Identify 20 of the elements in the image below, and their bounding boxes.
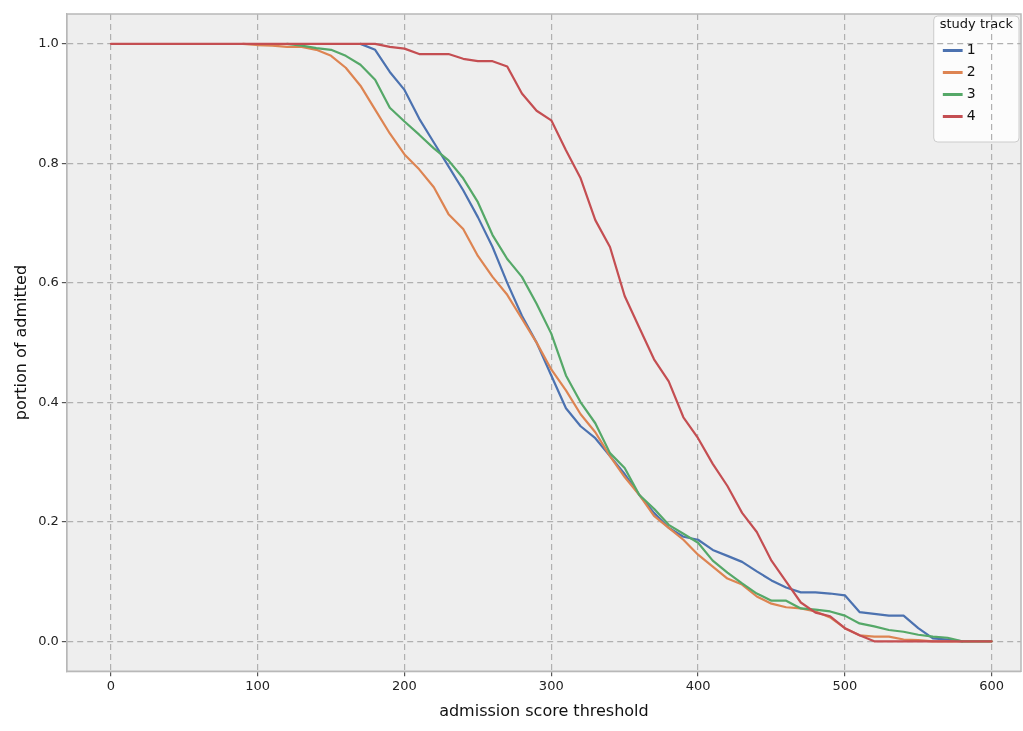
x-tick-label: 400 [685,678,711,694]
y-tick-label: 0.2 [38,513,59,529]
y-tick-label: 0.0 [38,632,59,648]
x-tick-label: 600 [979,678,1005,694]
x-tick-label: 200 [392,678,417,694]
y-tick-label: 1.0 [38,35,59,51]
x-tick-label: 300 [538,678,564,694]
legend-label: 2 [966,63,976,80]
y-tick-label: 0.8 [38,154,59,170]
legend-title: study track [939,15,1014,31]
x-axis-title: admission score threshold [439,700,649,720]
y-tick-label: 0.6 [38,274,59,290]
y-axis-title: portion of admitted [10,264,30,421]
x-tick-label: 500 [832,678,858,694]
legend-label: 4 [966,107,976,124]
x-tick-label: 100 [245,678,271,694]
x-tick-label: 0 [106,678,116,694]
legend-label: 3 [966,85,976,102]
y-tick-label: 0.4 [38,393,59,409]
legend-label: 1 [966,41,976,58]
